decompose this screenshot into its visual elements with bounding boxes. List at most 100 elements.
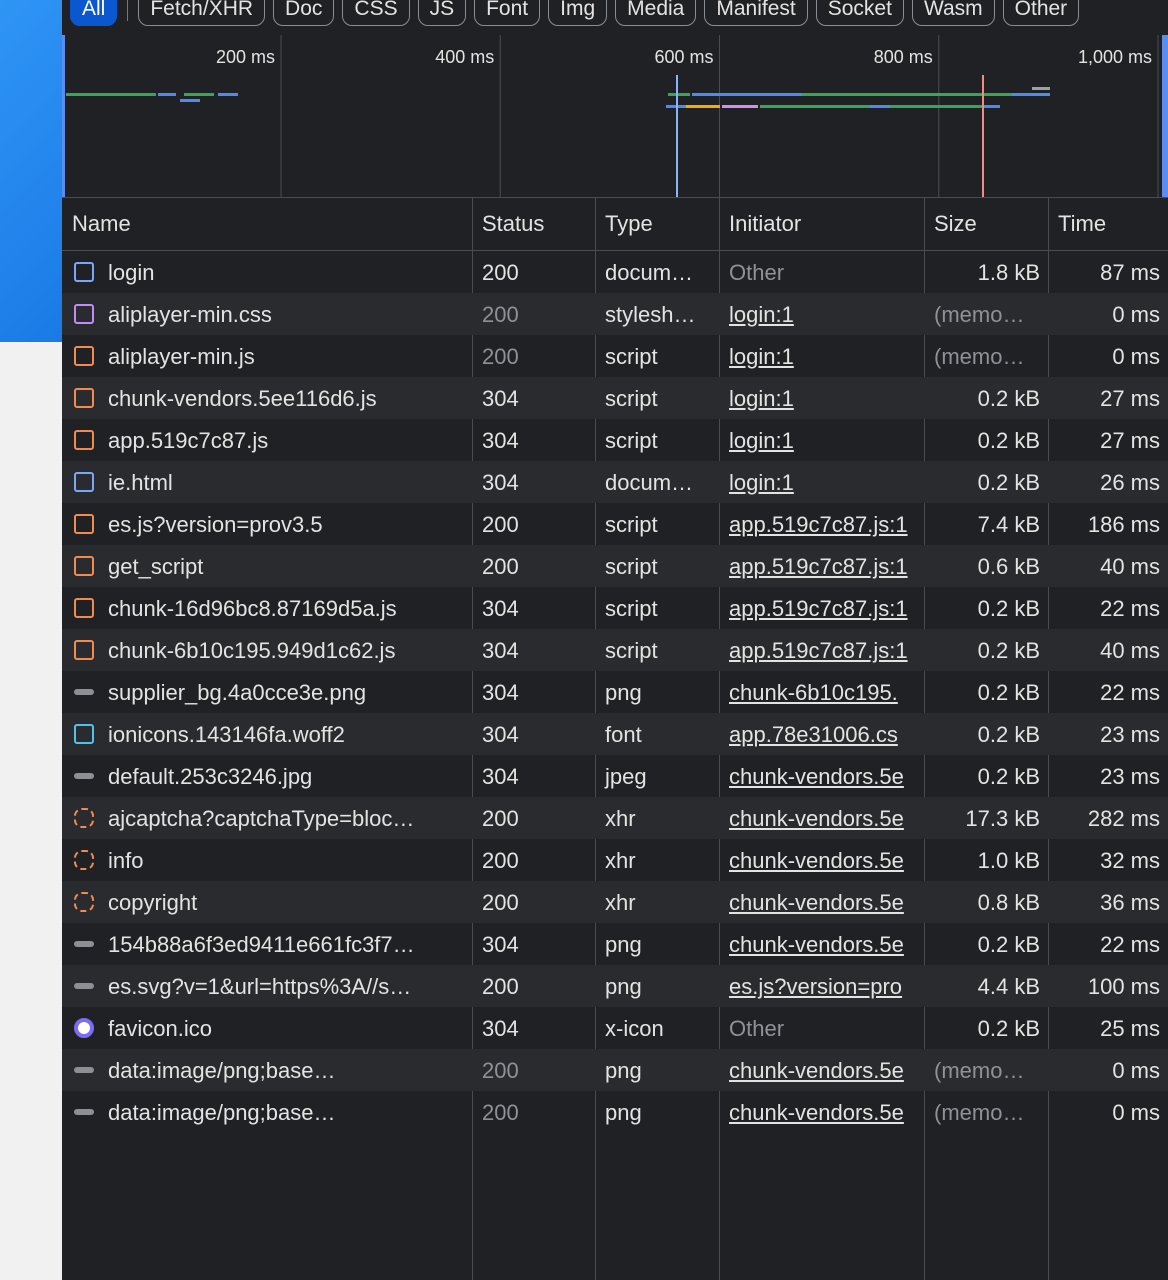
- initiator-cell[interactable]: login:1: [729, 428, 794, 453]
- size-cell: 0.2 kB: [977, 596, 1040, 621]
- filter-button[interactable]: Manifest: [704, 0, 808, 26]
- initiator-cell[interactable]: app.519c7c87.js:1: [729, 596, 908, 621]
- request-row[interactable]: aliplayer-min.css 200 stylesh… login:1 (memo…: [62, 293, 1168, 335]
- request-row[interactable]: copyright 200 xhr chunk-vendors.5e 0.8 kB 36 …: [62, 881, 1168, 923]
- size-cell: 0.8 kB: [977, 890, 1040, 915]
- filter-button[interactable]: Fetch/XHR: [138, 0, 266, 26]
- type-cell: script: [605, 344, 658, 369]
- name-cell: supplier_bg.4a0cce3e.png: [108, 680, 367, 705]
- request-row[interactable]: ie.html 304 docum… login:1 0.2 kB 26 ms: [62, 461, 1168, 503]
- filter-button[interactable]: Font: [474, 0, 541, 26]
- name-cell: app.519c7c87.js: [108, 428, 269, 453]
- background-window: [0, 342, 62, 1280]
- status-cell: 304: [482, 764, 519, 789]
- filter-button[interactable]: CSS: [342, 0, 410, 26]
- type-cell: script: [605, 596, 658, 621]
- request-row[interactable]: supplier_bg.4a0cce3e.png 304 png chunk-6b10…: [62, 671, 1168, 713]
- resource-icon: [74, 892, 94, 912]
- initiator-cell[interactable]: chunk-vendors.5e: [729, 932, 904, 957]
- initiator-cell[interactable]: chunk-vendors.5e: [729, 1100, 904, 1125]
- filter-button[interactable]: Wasm: [911, 0, 995, 26]
- overview-timeline: 200 ms 400 ms 600 ms 800 ms 1,000 ms: [62, 35, 1168, 197]
- request-row[interactable]: es.js?version=prov3.5 200 script app.519c7c…: [62, 503, 1168, 545]
- initiator-cell[interactable]: chunk-vendors.5e: [729, 806, 904, 831]
- filter-button[interactable]: Media: [615, 0, 697, 26]
- initiator-cell: Other: [729, 1016, 785, 1041]
- status-cell: 304: [482, 596, 519, 621]
- request-row[interactable]: chunk-6b10c195.949d1c62.js 304 script app.5…: [62, 629, 1168, 671]
- time-cell: 186 ms: [1087, 512, 1160, 537]
- size-cell: 0.2 kB: [977, 680, 1040, 705]
- request-row[interactable]: aliplayer-min.js 200 script login:1 (memo… 0 …: [62, 335, 1168, 377]
- request-row[interactable]: 154b88a6f3ed9411e661fc3f7… 304 png chunk-ve…: [62, 923, 1168, 965]
- initiator-cell[interactable]: app.519c7c87.js:1: [729, 512, 908, 537]
- initiator-cell[interactable]: chunk-vendors.5e: [729, 848, 904, 873]
- size-cell: 0.2 kB: [977, 638, 1040, 663]
- filter-button[interactable]: Doc: [273, 0, 335, 26]
- request-row[interactable]: default.253c3246.jpg 304 jpeg chunk-vendors…: [62, 755, 1168, 797]
- resource-icon: [74, 724, 94, 744]
- status-cell: 200: [482, 512, 519, 537]
- request-row[interactable]: data:image/png;base… 200 png chunk-vendors.…: [62, 1091, 1168, 1133]
- request-row[interactable]: login 200 docum… Other 1.8 kB 87 ms: [62, 251, 1168, 293]
- header-border: [62, 197, 1168, 198]
- name-cell: ionicons.143146fa.woff2: [108, 722, 345, 747]
- initiator-cell[interactable]: chunk-vendors.5e: [729, 764, 904, 789]
- request-row[interactable]: chunk-vendors.5ee116d6.js 304 script login:…: [62, 377, 1168, 419]
- column-header[interactable]: Type: [605, 211, 653, 236]
- initiator-cell[interactable]: login:1: [729, 344, 794, 369]
- size-cell: 0.2 kB: [977, 428, 1040, 453]
- initiator-cell[interactable]: login:1: [729, 302, 794, 327]
- type-cell: png: [605, 1058, 642, 1083]
- column-header[interactable]: Status: [482, 211, 545, 236]
- filter-button[interactable]: All: [70, 0, 118, 26]
- request-row[interactable]: info 200 xhr chunk-vendors.5e 1.0 kB 32 ms: [62, 839, 1168, 881]
- status-cell: 304: [482, 638, 519, 663]
- size-cell: 0.2 kB: [977, 386, 1040, 411]
- initiator-cell[interactable]: chunk-vendors.5e: [729, 890, 904, 915]
- initiator-cell[interactable]: es.js?version=pro: [729, 974, 903, 999]
- size-cell: 0.6 kB: [977, 554, 1040, 579]
- column-header[interactable]: Size: [934, 211, 977, 236]
- filter-button[interactable]: Other: [1002, 0, 1080, 26]
- request-row[interactable]: favicon.ico 304 x-icon Other 0.2 kB 25 ms: [62, 1007, 1168, 1049]
- type-cell: png: [605, 1100, 642, 1125]
- name-cell: get_script: [108, 554, 204, 579]
- request-row[interactable]: app.519c7c87.js 304 script login:1 0.2 kB 27 …: [62, 419, 1168, 461]
- filter-button[interactable]: Socket: [815, 0, 904, 26]
- request-row[interactable]: ionicons.143146fa.woff2 304 font app.78e310…: [62, 713, 1168, 755]
- timeline-tick-label: 600 ms: [654, 47, 713, 67]
- resource-icon: [74, 346, 94, 366]
- name-cell: aliplayer-min.js: [108, 344, 255, 369]
- column-header[interactable]: Initiator: [729, 211, 802, 236]
- status-cell: 200: [482, 1100, 519, 1125]
- filter-button[interactable]: Img: [548, 0, 608, 26]
- filter-button[interactable]: JS: [417, 0, 467, 26]
- status-cell: 304: [482, 470, 519, 495]
- request-row[interactable]: chunk-16d96bc8.87169d5a.js 304 script app.5…: [62, 587, 1168, 629]
- name-cell: es.svg?v=1&url=https%3A//s…: [108, 974, 412, 999]
- request-row[interactable]: ajcaptcha?captchaType=bloc… 200 xhr chunk-v…: [62, 797, 1168, 839]
- resource-icon: [74, 514, 94, 534]
- name-cell: copyright: [108, 890, 198, 915]
- request-row[interactable]: get_script 200 script app.519c7c87.js:1 0.6 …: [62, 545, 1168, 587]
- type-cell: script: [605, 512, 658, 537]
- initiator-cell[interactable]: chunk-vendors.5e: [729, 1058, 904, 1083]
- status-cell: 200: [482, 302, 519, 327]
- resource-icon: [74, 1018, 94, 1038]
- initiator-cell[interactable]: app.78e31006.cs: [729, 722, 898, 747]
- initiator-cell[interactable]: login:1: [729, 386, 794, 411]
- header-border: [62, 250, 1168, 251]
- name-cell: ie.html: [108, 470, 173, 495]
- request-row[interactable]: data:image/png;base… 200 png chunk-vendors.…: [62, 1049, 1168, 1091]
- initiator-cell[interactable]: chunk-6b10c195.: [729, 680, 898, 705]
- column-header[interactable]: Name: [72, 211, 131, 236]
- column-header[interactable]: Time: [1058, 211, 1107, 236]
- size-cell: 7.4 kB: [977, 512, 1040, 537]
- initiator-cell[interactable]: login:1: [729, 470, 794, 495]
- initiator-cell[interactable]: app.519c7c87.js:1: [729, 554, 908, 579]
- request-row[interactable]: es.svg?v=1&url=https%3A//s… 200 png es.js?v…: [62, 965, 1168, 1007]
- initiator-cell[interactable]: app.519c7c87.js:1: [729, 638, 908, 663]
- resource-icon: [74, 1109, 94, 1115]
- time-cell: 36 ms: [1100, 890, 1160, 915]
